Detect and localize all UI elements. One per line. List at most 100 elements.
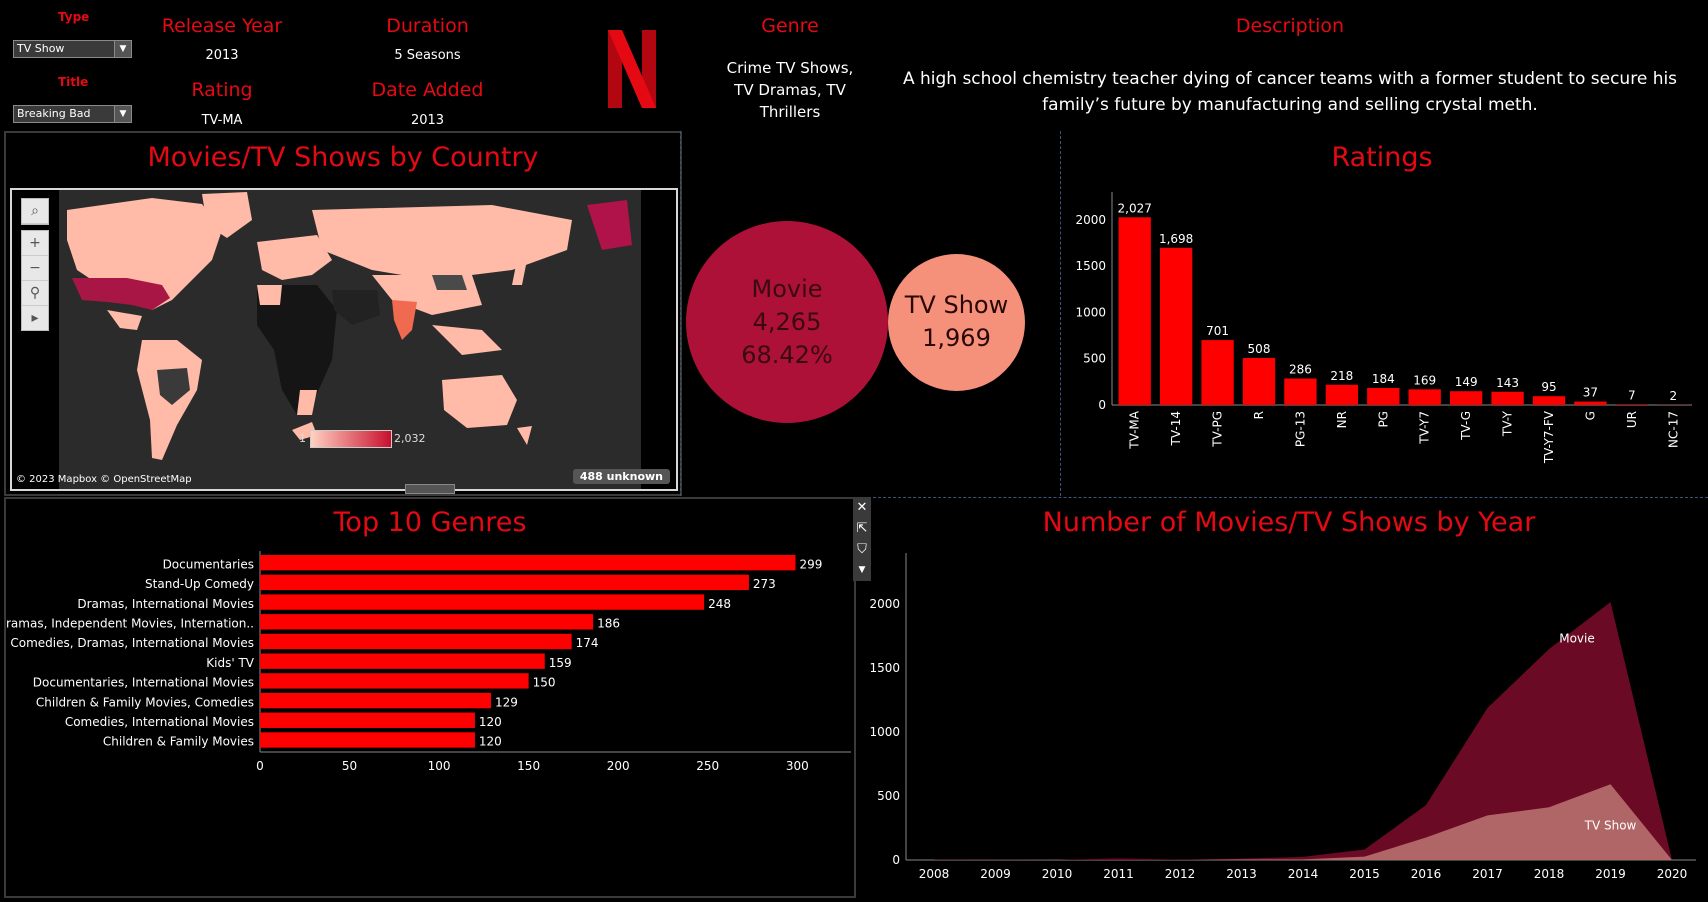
x-tick-label: 2008 <box>919 867 950 881</box>
title-filter-label: Title <box>58 75 89 89</box>
description-value: A high school chemistry teacher dying of… <box>870 66 1708 118</box>
x-tick-label: TV-Y7-FV <box>1542 410 1556 464</box>
close-icon[interactable]: ✕ <box>856 500 868 515</box>
bar <box>260 653 545 669</box>
play-icon[interactable]: ▸ <box>31 310 39 326</box>
data-label: 508 <box>1248 342 1271 356</box>
x-tick-label: 50 <box>342 759 357 773</box>
chevron-down-icon[interactable]: ▼ <box>858 565 866 575</box>
movie-bubble[interactable]: Movie 4,265 68.42% <box>686 221 888 423</box>
chevron-down-icon[interactable]: ▼ <box>114 106 131 122</box>
tv-show-count: 1,969 <box>922 324 991 352</box>
category-label: Children & Family Movies, Comedies <box>36 695 254 709</box>
rating-value: TV-MA <box>201 113 243 128</box>
release-year-value: 2013 <box>205 48 239 63</box>
x-tick-label: 2020 <box>1657 867 1688 881</box>
rating-label: Rating <box>191 79 253 101</box>
data-label: 143 <box>1496 376 1519 390</box>
x-tick-label: PG <box>1376 411 1390 428</box>
x-tick-label: G <box>1583 411 1597 420</box>
data-label: 248 <box>708 597 731 611</box>
category-label: Dramas, International Movies <box>77 597 254 611</box>
map-title: Movies/TV Shows by Country <box>147 142 539 173</box>
data-label: 95 <box>1541 380 1556 394</box>
data-label: 120 <box>479 735 502 749</box>
world-map[interactable]: ⌕ + − ⚲ ▸ 1 2,032 © 2023 Mapbox © OpenSt… <box>10 188 678 491</box>
y-tick-label: 0 <box>1098 398 1106 412</box>
divider <box>680 131 681 496</box>
y-tick-label: 2000 <box>869 597 900 611</box>
data-label: 1,698 <box>1159 232 1193 246</box>
description-label: Description <box>1235 15 1345 37</box>
map-toolbar[interactable]: ⌕ <box>21 198 49 225</box>
y-tick-label: 2000 <box>1075 213 1106 227</box>
x-tick-label: R <box>1252 411 1266 419</box>
y-tick-label: 500 <box>877 789 900 803</box>
chevron-down-icon[interactable]: ▼ <box>114 41 131 57</box>
bar <box>260 732 475 748</box>
x-tick-label: UR <box>1625 411 1639 428</box>
data-label: 159 <box>549 656 572 670</box>
legend-max: 2,032 <box>394 432 426 445</box>
bar <box>1159 247 1193 405</box>
data-label: 2 <box>1669 389 1677 403</box>
map-attribution[interactable]: © 2023 Mapbox © OpenStreetMap <box>16 474 192 485</box>
x-tick-label: TV-Y7 <box>1418 411 1432 445</box>
zoom-in-icon[interactable]: + <box>22 231 48 256</box>
movie-count: 4,265 <box>752 308 822 336</box>
pin-icon[interactable]: ⚲ <box>22 281 48 306</box>
data-label: 186 <box>597 616 620 630</box>
category-label: Children & Family Movies <box>103 735 254 749</box>
bar <box>1491 391 1524 405</box>
x-tick-label: 2016 <box>1411 867 1442 881</box>
x-tick-label: 100 <box>428 759 451 773</box>
bar <box>1242 357 1276 405</box>
x-tick-label: 2012 <box>1165 867 1196 881</box>
panel-toolbar[interactable]: ✕ ⇱ ⛉ ▼ <box>853 497 871 581</box>
map-toolbar[interactable]: + − ⚲ ▸ <box>21 230 49 331</box>
x-tick-label: 2014 <box>1288 867 1319 881</box>
duration-value: 5 Seasons <box>394 48 461 63</box>
bar <box>1574 401 1607 405</box>
bar <box>1118 217 1151 405</box>
bar <box>1615 404 1649 405</box>
data-label: 218 <box>1330 369 1353 383</box>
data-label: 2,027 <box>1118 201 1152 215</box>
tv-show-bubble[interactable]: TV Show 1,969 <box>888 254 1025 391</box>
export-icon[interactable]: ⇱ <box>856 521 868 536</box>
unknown-badge[interactable]: 488 unknown <box>572 469 670 484</box>
filter-icon[interactable]: ⛉ <box>857 542 867 557</box>
x-tick-label: 300 <box>786 759 809 773</box>
release-year-label: Release Year <box>161 15 283 37</box>
type-dropdown[interactable]: TV Show ▼ <box>13 40 132 58</box>
bar <box>260 594 705 610</box>
bar <box>1449 391 1483 405</box>
year-chart: 0 500 1000 1500 2000 2008 2009 2010 2011 2012 2013… <box>869 553 1696 881</box>
data-label: 150 <box>533 676 556 690</box>
bar <box>1367 387 1400 405</box>
bar <box>1201 340 1234 405</box>
data-label: 701 <box>1206 324 1229 338</box>
title-dropdown[interactable]: Breaking Bad ▼ <box>13 105 132 123</box>
category-label: Documentaries <box>163 557 254 571</box>
bar <box>260 692 492 709</box>
y-tick-label: 500 <box>1083 352 1106 366</box>
x-tick-label: 150 <box>517 759 540 773</box>
movie-label: Movie <box>751 275 823 303</box>
search-icon[interactable]: ⌕ <box>22 199 48 224</box>
x-tick-label: 2010 <box>1042 867 1073 881</box>
x-tick-label: NC-17 <box>1666 411 1680 448</box>
zoom-out-icon[interactable]: − <box>22 256 48 281</box>
bar <box>260 712 475 728</box>
y-tick-label: 1000 <box>1075 305 1106 319</box>
series-label-tv-show: TV Show <box>1584 818 1637 832</box>
genre-line: TV Dramas, TV <box>734 81 846 99</box>
data-label: 299 <box>799 557 822 571</box>
bar <box>1532 396 1566 405</box>
resize-handle[interactable] <box>405 484 455 494</box>
x-tick-label: TV-G <box>1459 411 1473 441</box>
date-added-label: Date Added <box>371 79 484 101</box>
movie-percent: 68.42% <box>741 341 833 369</box>
data-label: 37 <box>1583 386 1598 400</box>
x-tick-label: TV-Y <box>1501 410 1515 437</box>
